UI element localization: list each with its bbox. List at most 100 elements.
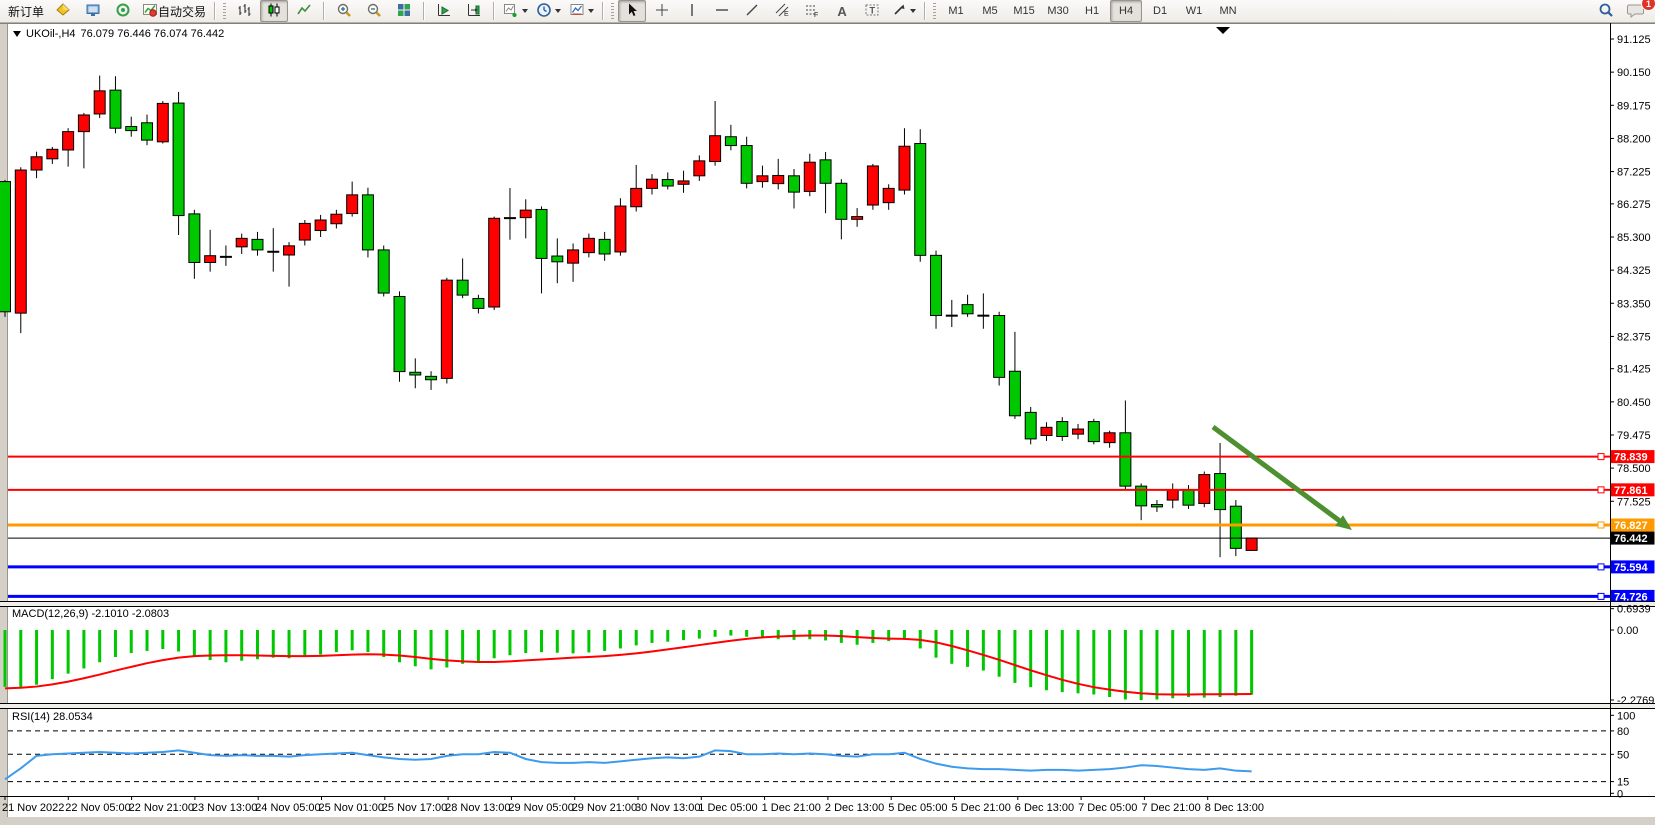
cursor-icon [624,2,640,21]
svg-text:78.500: 78.500 [1617,463,1651,475]
new-chart-button[interactable] [79,0,107,22]
svg-text:91.125: 91.125 [1617,34,1651,46]
svg-text:21 Nov 2022: 21 Nov 2022 [2,802,64,814]
periods-button[interactable] [533,0,564,22]
bar-chart-mode-button[interactable] [230,0,258,22]
candlestick-mode-button[interactable] [260,0,289,22]
svg-text:81.425: 81.425 [1617,364,1651,376]
timeframe-toolbar: M1 M5 M15 M30 H1 H4 D1 W1 MN [939,0,1245,22]
macd-histogram [3,630,1254,701]
toolbar-separator [924,2,927,20]
svg-text:24 Nov 05:00: 24 Nov 05:00 [255,802,320,814]
toolbar-drag-handle[interactable] [611,3,615,19]
svg-text:2 Dec 13:00: 2 Dec 13:00 [825,802,884,814]
toolbar-drag-handle[interactable] [933,3,937,19]
svg-text:5 Dec 21:00: 5 Dec 21:00 [952,802,1011,814]
timeframe-MN[interactable]: MN [1219,5,1237,17]
hline-75.594[interactable] [8,563,1610,571]
zoom-out-icon [366,2,382,21]
time-axis[interactable] [0,796,1655,817]
chevron-down-icon [910,9,917,13]
svg-text:78.839: 78.839 [1614,452,1648,464]
autotrading-button[interactable]: 自动交易 [139,0,209,22]
price-tag-74.726: 74.726 [1610,589,1655,603]
toolbar-drag-handle[interactable] [223,3,227,19]
cursor-tool-button[interactable] [618,0,647,22]
search-button[interactable] [1592,0,1620,22]
svg-text:100: 100 [1617,710,1635,722]
fibonacci-icon: F [804,2,820,21]
zoom-in-icon [336,2,352,21]
notifications-button[interactable]: 1 [1622,0,1655,22]
text-label-tool-button[interactable]: T [858,0,886,22]
trendline-tool-button[interactable] [738,0,766,22]
timeframe-H1[interactable]: H1 [1085,5,1100,17]
price-axis[interactable] [1610,23,1655,796]
macd-signal-line [4,634,1252,696]
svg-text:29 Nov 05:00: 29 Nov 05:00 [508,802,573,814]
signal-button[interactable] [109,0,137,22]
autotrading-chart-icon [142,2,158,21]
fibonacci-tool-button[interactable]: F [798,0,826,22]
autotrading-label: 自动交易 [158,4,207,19]
toolbar-separator [214,2,217,20]
crosshair-tool-button[interactable] [648,0,676,22]
svg-text:84.325: 84.325 [1617,265,1651,277]
vertical-line-tool-button[interactable] [678,0,706,22]
svg-text:75.594: 75.594 [1614,562,1649,574]
hline-74.726[interactable] [8,592,1610,600]
hline-77.861[interactable] [8,486,1610,494]
svg-text:82.375: 82.375 [1617,331,1651,343]
hline-78.839[interactable] [8,453,1610,461]
signal-icon [115,2,131,21]
monitor-icon [85,2,101,21]
channel-tool-button[interactable]: E [768,0,796,22]
symbol-dropdown-icon[interactable] [13,31,21,37]
new-order-button[interactable]: 新订单 [5,0,47,22]
svg-text:1 Dec 05:00: 1 Dec 05:00 [698,802,757,814]
chart-shift-button[interactable] [460,0,488,22]
arrows-tool-button[interactable] [888,0,919,22]
timeframe-M30[interactable]: M30 [1047,5,1069,17]
timeframe-M5[interactable]: M5 [982,5,998,17]
bar-chart-icon [236,2,252,21]
svg-text:22 Nov 05:00: 22 Nov 05:00 [65,802,130,814]
chart-symbol-label[interactable]: UKOil-,H4 76.079 76.446 76.074 76.442 [13,28,224,40]
toolbar: 新订单 自动交易 [0,0,1655,23]
indicators-button[interactable] [500,0,531,22]
rsi-indicator-label: RSI(14) 28.0534 [12,711,93,723]
svg-text:80.450: 80.450 [1617,397,1651,409]
horizontal-line-tool-button[interactable] [708,0,736,22]
timeframe-M15[interactable]: M15 [1013,5,1035,17]
svg-text:86.275: 86.275 [1617,199,1651,211]
timeframe-H4[interactable]: H4 [1110,0,1143,22]
search-icon [1598,2,1614,21]
add-indicator-icon [503,2,519,21]
price-axis-labels: 91.125 90.150 89.175 88.200 87.225 86.275 85.3… [1610,34,1651,508]
timeframe-W1[interactable]: W1 [1185,5,1203,17]
svg-text:88.200: 88.200 [1617,133,1651,145]
svg-text:30 Nov 13:00: 30 Nov 13:00 [635,802,700,814]
text-tool-button[interactable]: A [828,0,856,22]
timeframe-M1[interactable]: M1 [948,5,964,17]
svg-text:28 Nov 13:00: 28 Nov 13:00 [445,802,510,814]
zoom-out-button[interactable] [360,0,388,22]
chart-shift-marker[interactable] [1216,27,1230,34]
trend-arrow-annotation[interactable] [1211,424,1352,530]
svg-text:85.300: 85.300 [1617,232,1651,244]
svg-text:6 Dec 13:00: 6 Dec 13:00 [1015,802,1074,814]
market-watch-button[interactable] [49,0,77,22]
svg-text:89.175: 89.175 [1617,100,1651,112]
zoom-in-button[interactable] [330,0,358,22]
svg-text:80: 80 [1617,726,1629,738]
auto-scroll-button[interactable] [430,0,458,22]
equidistant-channel-icon: E [774,2,790,21]
tile-windows-button[interactable] [390,0,418,22]
svg-text:50: 50 [1617,749,1629,761]
svg-text:83.350: 83.350 [1617,298,1651,310]
line-chart-mode-button[interactable] [290,0,318,22]
timeframe-D1[interactable]: D1 [1153,5,1168,17]
templates-button[interactable] [566,0,597,22]
